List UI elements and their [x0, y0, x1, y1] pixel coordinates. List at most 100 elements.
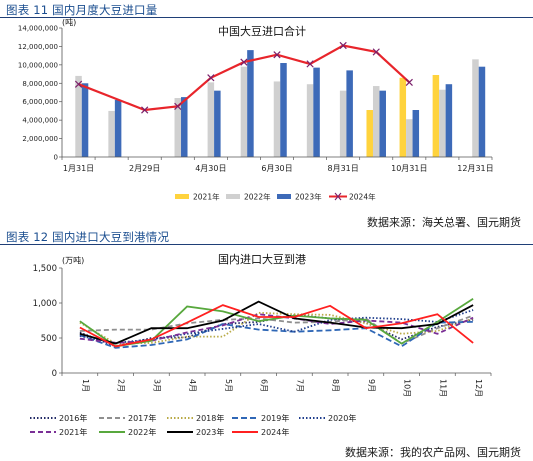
chart1-y-tick-label: 12,000,000 — [18, 43, 58, 51]
chart1-bar-2022-7 — [273, 81, 281, 157]
chart1-line-2024-marker — [141, 106, 149, 114]
figure-12-header-rule — [0, 244, 533, 245]
chart1-line-2024-marker — [306, 60, 314, 68]
chart1-y-axis: 0 2,000,000 4,000,000 6,000,000 8,000,000 10,… — [18, 25, 63, 162]
chart1-title: 中国大豆进口合计 — [218, 24, 306, 38]
chart1-bar-2023-11 — [412, 110, 420, 157]
chart2-y-tick-label: 500 — [41, 334, 57, 344]
chart1-y-tick-label: 4,000,000 — [22, 117, 58, 125]
chart2-legend-label: 2024年 — [261, 427, 289, 437]
chart2-legend-label: 2021年 — [59, 427, 87, 437]
chart1-bar-2023-9 — [346, 70, 353, 157]
soybean-arrival-line-chart: 国内进口大豆到港 (万吨) 0 500 1,000 1,500 1月 2月 3月 4月 5月 6… — [30, 252, 492, 437]
chart1-bar-2022-2 — [108, 110, 115, 157]
chart1-line-2024-marker — [405, 78, 413, 86]
chart1-line-2024 — [74, 41, 413, 114]
chart1-bar-2023-12 — [445, 84, 453, 157]
chart1-x-tick-label: 4月30日 — [195, 164, 226, 173]
chart1-legend-swatch — [277, 194, 291, 199]
chart1-legend-marker — [334, 192, 342, 201]
chart2-y-axis: 0 500 1,000 1,500 — [33, 264, 63, 379]
chart2-legend-label: 2018年 — [196, 413, 224, 423]
chart1-y-unit: (吨) — [62, 17, 76, 27]
chart1-line-2024-marker — [372, 48, 380, 56]
chart1-bar-2023-7 — [280, 63, 287, 158]
chart1-y-tick-label: 10,000,000 — [18, 61, 58, 69]
chart2-line-2018 — [79, 311, 474, 345]
chart1-legend-swatch — [226, 194, 240, 199]
chart1-line-2024-marker — [174, 102, 182, 110]
chart2-y-unit: (万吨) — [62, 255, 84, 265]
chart1-bar-2022-10 — [372, 86, 380, 157]
chart2-legend: 2016年 2017年 2018年 2019年 2020年 2021年 2022年 2023年… — [30, 413, 356, 437]
chart2-y-tick-label: 1,500 — [33, 264, 57, 274]
figure-12-source: 数据来源：我的农产品网、国元期货 — [345, 446, 521, 459]
chart1-x-tick-label: 1月31日 — [63, 164, 94, 173]
chart2-line-2020 — [79, 309, 474, 344]
chart1-bar-2021-11 — [399, 77, 407, 157]
chart1-bar-2022-8 — [306, 84, 314, 157]
chart1-legend-label: 2024年 — [349, 192, 376, 202]
chart1-bars — [75, 50, 486, 158]
chart1-bar-2021-12 — [432, 74, 440, 157]
chart1-x-tick-label: 12月31日 — [457, 164, 493, 173]
chart2-x-tick-label: 3月 — [152, 379, 161, 392]
chart1-bar-2023-4 — [181, 97, 188, 157]
chart2-x-tick-label: 12月 — [474, 379, 483, 397]
figure-11-caption: 图表 11 国内月度大豆进口量 — [6, 3, 158, 17]
chart1-bar-2022-6 — [240, 66, 248, 157]
chart1-y-tick-label: 14,000,000 — [18, 25, 58, 33]
chart1-bar-2023-8 — [313, 67, 320, 157]
chart1-bar-2023-13 — [478, 66, 486, 157]
chart1-y-tick-label: 2,000,000 — [22, 135, 58, 143]
figure-11-header-rule — [0, 17, 533, 18]
chart2-x-tick-label: 10月 — [403, 379, 412, 397]
chart2-legend-label: 2019年 — [261, 413, 289, 423]
chart1-y-tick-label: 8,000,000 — [22, 80, 58, 88]
chart2-legend-label: 2017年 — [128, 413, 156, 423]
chart1-bar-2023-6 — [247, 50, 254, 157]
chart2-y-tick-label: 0 — [52, 369, 57, 379]
chart1-bar-2022-4 — [174, 98, 182, 157]
chart2-x-tick-label: 5月 — [224, 379, 233, 392]
chart2-legend-label: 2022年 — [128, 427, 156, 437]
chart2-x-tick-label: 8月 — [331, 379, 340, 392]
chart1-x-axis: 1月31日 2月29日 4月30日 6月30日 8月31日 10月31日 12月31日 — [61, 156, 494, 173]
chart1-bar-2023-1 — [81, 83, 89, 157]
chart2-line-2024 — [79, 304, 474, 348]
chart1-bar-2022-9 — [339, 90, 347, 157]
chart2-x-tick-label: 9月 — [367, 379, 376, 392]
chart1-bar-2022-5 — [207, 82, 215, 157]
chart2-x-tick-label: 2月 — [117, 379, 126, 392]
chart2-x-tick-label: 11月 — [438, 379, 447, 397]
chart2-legend-label: 2016年 — [59, 413, 87, 423]
chart2-title: 国内进口大豆到港 — [218, 252, 306, 266]
chart1-line-2024-marker — [240, 58, 248, 66]
chart2-x-tick-label: 1月 — [81, 379, 90, 392]
chart1-x-tick-label: 10月31日 — [391, 164, 427, 173]
chart1-bar-2023-5 — [214, 90, 221, 157]
chart1-x-tick-label: 2月29日 — [129, 164, 160, 173]
chart1-line-2024-marker — [207, 74, 215, 82]
chart2-x-tick-label: 7月 — [295, 379, 304, 392]
chart1-legend-swatch — [175, 194, 189, 199]
chart1-legend: 2021年 2022年 2023年 2024年 — [175, 192, 376, 202]
chart1-bar-2021-10 — [366, 110, 373, 157]
chart1-bar-2022-13 — [472, 59, 479, 158]
chart1-bar-2022-11 — [406, 119, 413, 157]
chart1-legend-label: 2022年 — [244, 192, 271, 202]
chart1-legend-label: 2021年 — [193, 192, 220, 202]
chart2-line-2019 — [79, 321, 474, 349]
chart1-bar-2023-10 — [379, 90, 386, 157]
chart1-legend-label: 2023年 — [295, 192, 322, 202]
soybean-import-bar-chart: 中国大豆进口合计 (吨) 0 2,000,000 4,000,000 6,000,00… — [18, 17, 494, 202]
chart1-x-tick-label: 6月30日 — [261, 164, 292, 173]
chart1-line-2024-marker — [339, 41, 347, 50]
chart1-line-2024-path — [78, 44, 411, 112]
chart2-legend-label: 2023年 — [196, 427, 224, 437]
chart1-bar-2023-2 — [114, 99, 122, 157]
chart2-x-axis: 1月 2月 3月 4月 5月 6月 7月 8月 9月 10月 11月 12月 — [61, 372, 492, 397]
chart2-lines — [79, 298, 474, 349]
chart1-bar-2022-1 — [75, 75, 82, 157]
figure-12-caption: 图表 12 国内进口大豆到港情况 — [6, 230, 170, 244]
